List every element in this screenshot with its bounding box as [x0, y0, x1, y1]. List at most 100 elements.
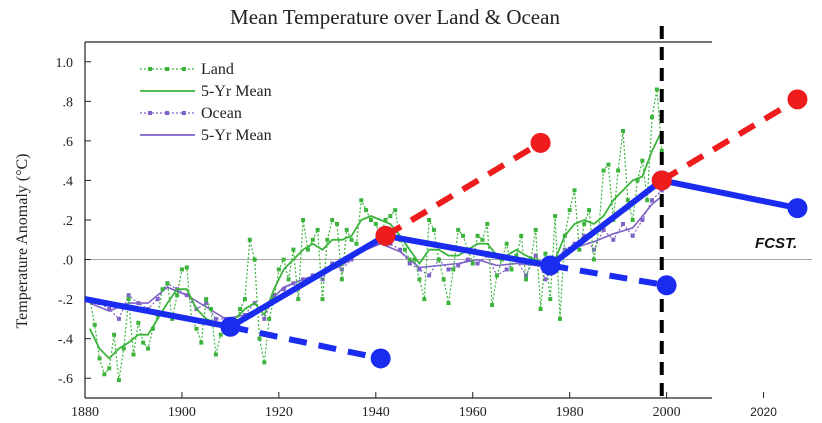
ocean-point — [533, 253, 538, 258]
land-point — [252, 257, 257, 262]
ocean-point — [543, 277, 548, 282]
ocean-point — [650, 198, 655, 203]
ocean-point — [330, 261, 335, 266]
land-point — [126, 297, 131, 302]
land-point — [291, 247, 296, 252]
ocean-point — [272, 293, 277, 298]
land-point — [310, 237, 315, 242]
legend-marker — [148, 67, 152, 71]
land-point — [373, 221, 378, 226]
land-point — [402, 247, 407, 252]
x-axis: 1880 1900 1920 1940 1960 1980 2000 2020 — [71, 392, 777, 420]
land-point — [364, 208, 369, 213]
land-point — [494, 273, 499, 278]
legend-label: Ocean — [201, 105, 242, 122]
land-point — [407, 257, 412, 262]
land-point — [359, 198, 364, 203]
land-point — [354, 241, 359, 246]
land-point — [383, 218, 388, 222]
legend-marker — [182, 67, 186, 71]
land-point — [339, 277, 344, 282]
land-point — [349, 237, 354, 242]
forecast-start-point — [651, 170, 672, 191]
land-point — [131, 352, 136, 357]
ocean-point — [126, 293, 131, 298]
land-point — [116, 378, 121, 383]
legend-entry: 5-Yr Mean — [140, 83, 272, 100]
land-point — [427, 218, 432, 222]
land-point — [417, 277, 422, 282]
land-point — [451, 267, 456, 272]
land-point — [209, 307, 214, 311]
y-tick-label: .2 — [63, 214, 74, 229]
ocean-point — [446, 267, 451, 272]
land-point — [330, 218, 335, 222]
land-point — [368, 218, 373, 222]
forecast-line — [383, 140, 543, 239]
land-point — [577, 247, 582, 252]
y-axis: 1.0 .8 .6 .4 .2 .0 -.2 -.4 -.6 — [56, 56, 91, 387]
ocean-point — [417, 267, 422, 272]
land-point — [572, 188, 577, 193]
legend-entry: Land — [140, 61, 234, 78]
y-axis-label: Temperature Anomaly (°C) — [14, 154, 31, 329]
ocean-point — [427, 273, 432, 278]
trend-point — [540, 255, 561, 276]
ocean-point — [107, 307, 112, 311]
land-point — [97, 356, 102, 361]
land-point — [480, 237, 485, 242]
ocean-point — [465, 257, 470, 262]
land-point — [175, 293, 180, 298]
land-point — [194, 326, 199, 331]
forecast-start-point — [375, 225, 396, 246]
land-point — [519, 233, 524, 238]
ocean-point — [620, 221, 625, 226]
land-point — [315, 227, 320, 232]
land-point — [436, 257, 441, 262]
land-point — [344, 227, 349, 232]
ocean-point — [398, 247, 403, 252]
land-point — [567, 208, 572, 213]
x-tick-label: 1980 — [556, 405, 584, 420]
land-point — [601, 168, 606, 173]
land-point — [446, 301, 451, 306]
ocean-point — [504, 267, 509, 272]
land-point — [150, 326, 155, 331]
trend-line — [84, 177, 799, 330]
ocean-point — [407, 261, 412, 266]
land-point — [107, 366, 112, 371]
ocean-point — [562, 247, 567, 252]
chart-title: Mean Temperature over Land & Ocean — [230, 5, 560, 29]
land-point — [165, 281, 170, 286]
land-point — [184, 265, 189, 270]
land-point — [204, 297, 209, 302]
land-point — [141, 340, 146, 345]
land-point — [582, 221, 587, 226]
x-tick-label: 1880 — [71, 405, 99, 420]
ocean-point — [582, 233, 587, 238]
land-point — [616, 168, 621, 173]
y-tick-label: .8 — [63, 95, 74, 110]
x-tick-label: 1960 — [459, 405, 487, 420]
trend-extension-point — [656, 275, 677, 296]
land-point — [286, 277, 291, 282]
land-point — [431, 227, 436, 232]
land-point — [620, 129, 625, 133]
land-point — [262, 360, 267, 365]
legend-entry: 5-Yr Mean — [140, 127, 272, 144]
land-point — [146, 346, 151, 351]
ocean-point — [339, 267, 344, 272]
land-point — [92, 322, 97, 327]
land-point — [170, 316, 175, 321]
land-point — [470, 261, 475, 266]
land-point — [461, 233, 466, 238]
land-point — [267, 316, 272, 321]
legend-marker — [182, 111, 186, 115]
land-point — [257, 336, 262, 341]
legend-entry: Ocean — [140, 105, 242, 122]
land-point — [514, 253, 519, 258]
land-point — [393, 208, 398, 213]
ocean-point — [524, 273, 529, 278]
ocean-point — [601, 227, 606, 232]
land-point — [524, 277, 529, 282]
